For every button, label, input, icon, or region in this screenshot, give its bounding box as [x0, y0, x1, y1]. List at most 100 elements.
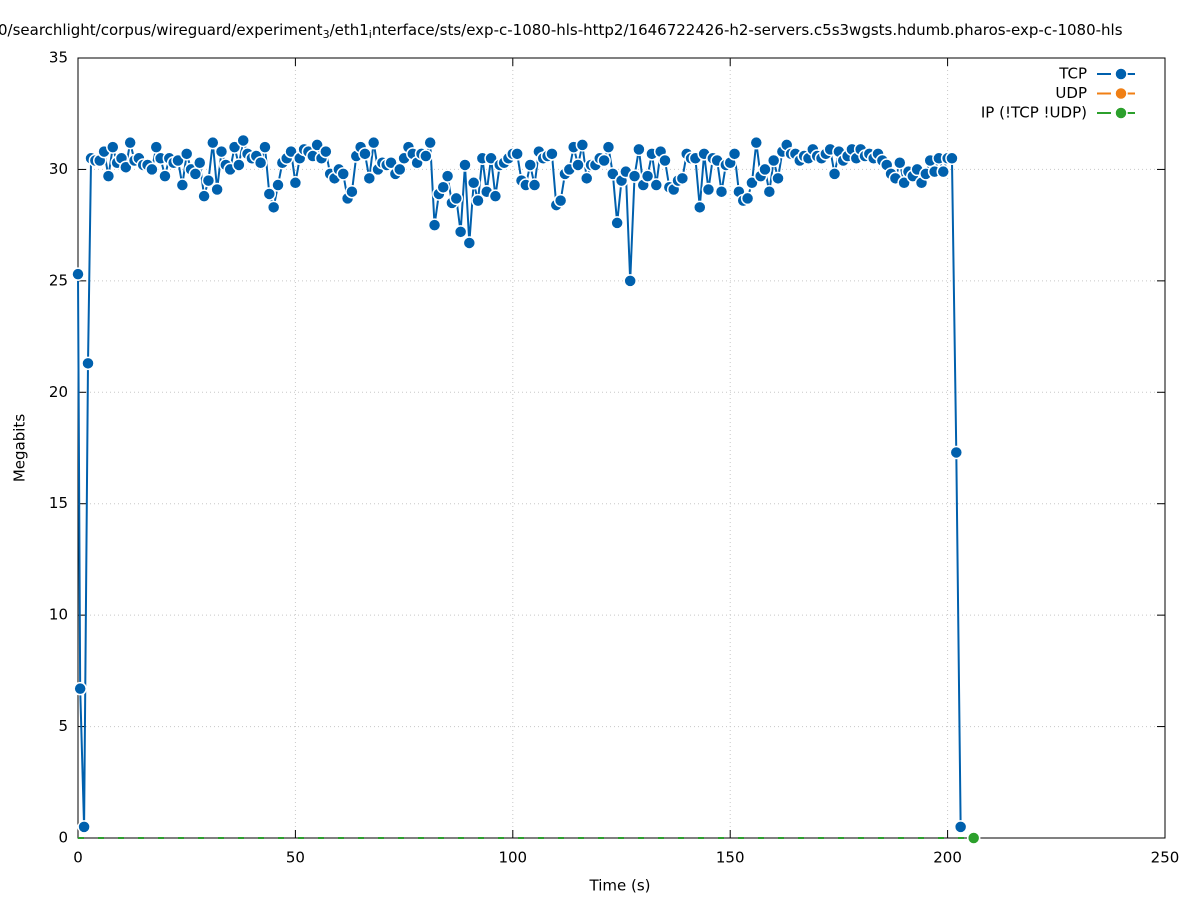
data-point — [288, 176, 303, 190]
data-point — [553, 193, 568, 208]
y-tick-label: 15 — [49, 494, 68, 512]
legend-label: UDP — [1055, 84, 1087, 102]
x-tick-label: 50 — [286, 849, 305, 867]
x-tick-label: 200 — [933, 849, 962, 867]
data-point — [471, 193, 485, 208]
x-tick-label: 150 — [716, 849, 745, 867]
data-point — [693, 200, 707, 215]
data-point — [484, 151, 498, 166]
title-part: i — [369, 28, 372, 41]
title-part: nterface/sts/exp-c-1080-hls-http2/164672… — [372, 21, 1123, 39]
data-point — [949, 445, 964, 460]
data-point — [727, 147, 742, 161]
data-point — [623, 274, 637, 288]
data-point — [436, 180, 450, 195]
data-point — [632, 142, 646, 157]
data-point — [271, 178, 285, 192]
y-tick-label: 10 — [49, 606, 68, 624]
data-point — [179, 147, 194, 161]
data-point — [336, 167, 350, 181]
y-tick-label: 30 — [49, 160, 68, 178]
data-point — [201, 173, 216, 188]
data-point — [310, 138, 324, 152]
series-line — [77, 140, 962, 827]
data-point — [945, 151, 959, 166]
chart-title: 0/searchlight/corpus/wireguard/experimen… — [0, 21, 1123, 42]
y-tick-label: 35 — [49, 49, 68, 67]
data-point — [253, 155, 268, 170]
data-point — [606, 167, 620, 181]
data-point — [579, 171, 594, 186]
data-point — [362, 171, 377, 186]
data-point — [953, 820, 968, 834]
data-point — [762, 184, 777, 199]
data-point — [206, 135, 220, 150]
y-tick-label: 25 — [49, 271, 68, 289]
data-point — [73, 681, 87, 696]
data-point — [158, 169, 172, 183]
data-point — [758, 162, 772, 177]
data-point — [71, 267, 85, 281]
data-point — [427, 218, 442, 232]
data-point — [188, 167, 203, 181]
legend-marker — [1114, 106, 1128, 120]
y-axis-label: Megabits — [11, 414, 29, 482]
legend-label: IP (!TCP !UDP) — [981, 104, 1087, 122]
data-point — [149, 140, 164, 154]
data-point — [449, 191, 464, 206]
data-point — [106, 140, 120, 154]
data-point — [571, 158, 585, 172]
data-point — [675, 171, 690, 186]
legend-label: TCP — [1058, 65, 1087, 83]
data-point — [601, 140, 616, 154]
data-point — [227, 140, 242, 154]
data-point — [523, 158, 537, 172]
data-point — [192, 155, 207, 170]
data-point — [358, 147, 372, 161]
data-point — [649, 178, 664, 192]
data-point — [284, 144, 298, 159]
data-point — [458, 158, 472, 172]
data-point — [345, 184, 359, 199]
data-point — [232, 158, 246, 172]
data-point — [210, 182, 224, 197]
data-point — [610, 216, 624, 230]
data-point — [597, 153, 611, 168]
data-point — [419, 149, 433, 163]
data-point — [440, 169, 455, 183]
legend-marker — [1114, 67, 1128, 81]
data-point — [423, 135, 437, 150]
data-point — [81, 356, 95, 371]
y-tick-label: 0 — [58, 829, 68, 847]
y-tick-label: 20 — [49, 383, 68, 401]
data-point — [936, 164, 951, 179]
title-part: 3 — [323, 28, 330, 41]
data-point — [145, 162, 159, 177]
data-point — [714, 184, 729, 199]
data-point — [119, 160, 133, 174]
data-point — [101, 169, 116, 183]
data-point — [510, 147, 524, 161]
data-point — [462, 236, 477, 250]
data-point — [171, 153, 185, 168]
data-point — [627, 169, 642, 183]
legend-marker — [1114, 86, 1128, 101]
data-point — [701, 182, 716, 197]
data-point — [258, 140, 272, 154]
data-point — [488, 189, 503, 203]
x-tick-label: 0 — [73, 849, 83, 867]
data-point — [466, 176, 481, 190]
x-tick-label: 250 — [1151, 849, 1180, 867]
data-point — [745, 176, 759, 190]
data-point — [545, 147, 559, 161]
data-point — [771, 171, 785, 186]
data-point — [453, 225, 468, 239]
data-point — [893, 155, 907, 170]
data-point — [197, 189, 211, 203]
data-point — [393, 162, 407, 177]
data-point — [319, 144, 333, 159]
data-point — [175, 178, 190, 192]
data-point — [214, 144, 229, 159]
title-part: /eth1 — [330, 21, 369, 39]
